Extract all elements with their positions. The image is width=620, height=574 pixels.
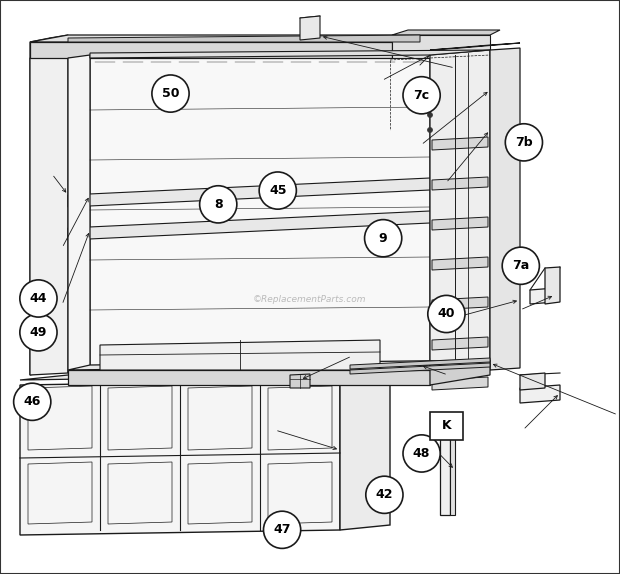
Polygon shape bbox=[68, 211, 430, 240]
Polygon shape bbox=[20, 380, 340, 535]
Circle shape bbox=[428, 113, 433, 118]
Polygon shape bbox=[50, 35, 68, 370]
Polygon shape bbox=[490, 48, 520, 370]
Polygon shape bbox=[430, 43, 520, 50]
Polygon shape bbox=[432, 297, 488, 310]
Circle shape bbox=[152, 75, 189, 112]
Circle shape bbox=[428, 127, 433, 133]
Text: 47: 47 bbox=[273, 523, 291, 536]
Polygon shape bbox=[440, 430, 450, 515]
Polygon shape bbox=[100, 340, 380, 370]
Polygon shape bbox=[432, 137, 488, 150]
Text: 9: 9 bbox=[379, 232, 388, 245]
Circle shape bbox=[366, 476, 403, 513]
Polygon shape bbox=[530, 288, 555, 304]
Polygon shape bbox=[68, 370, 430, 385]
Text: ©ReplacementParts.com: ©ReplacementParts.com bbox=[253, 296, 367, 304]
Circle shape bbox=[264, 511, 301, 548]
Circle shape bbox=[428, 98, 433, 103]
Circle shape bbox=[365, 220, 402, 257]
Polygon shape bbox=[392, 35, 490, 58]
Text: 8: 8 bbox=[214, 198, 223, 211]
Polygon shape bbox=[350, 358, 490, 369]
Text: 7b: 7b bbox=[515, 136, 533, 149]
Circle shape bbox=[14, 383, 51, 420]
Circle shape bbox=[505, 124, 542, 161]
Text: 7a: 7a bbox=[512, 259, 529, 272]
Polygon shape bbox=[432, 257, 488, 270]
Circle shape bbox=[403, 77, 440, 114]
Polygon shape bbox=[68, 360, 490, 370]
Text: 42: 42 bbox=[376, 488, 393, 501]
Polygon shape bbox=[68, 35, 420, 42]
Polygon shape bbox=[340, 375, 390, 530]
Circle shape bbox=[428, 83, 433, 87]
Polygon shape bbox=[30, 42, 392, 58]
Polygon shape bbox=[432, 337, 488, 350]
Polygon shape bbox=[432, 377, 488, 390]
Polygon shape bbox=[350, 363, 490, 374]
Polygon shape bbox=[290, 374, 310, 388]
Polygon shape bbox=[20, 370, 390, 380]
Circle shape bbox=[403, 435, 440, 472]
Polygon shape bbox=[68, 178, 430, 207]
Polygon shape bbox=[90, 55, 430, 373]
Polygon shape bbox=[520, 385, 560, 403]
Polygon shape bbox=[90, 50, 490, 58]
Polygon shape bbox=[30, 38, 50, 375]
Circle shape bbox=[20, 280, 57, 317]
Polygon shape bbox=[450, 430, 455, 515]
Polygon shape bbox=[392, 30, 500, 35]
Text: 50: 50 bbox=[162, 87, 179, 100]
Text: 45: 45 bbox=[269, 184, 286, 197]
Text: 44: 44 bbox=[30, 292, 47, 305]
Text: 46: 46 bbox=[24, 395, 41, 408]
Polygon shape bbox=[30, 58, 68, 375]
Circle shape bbox=[20, 314, 57, 351]
Text: 7c: 7c bbox=[414, 89, 430, 102]
Polygon shape bbox=[432, 217, 488, 230]
Circle shape bbox=[200, 186, 237, 223]
Text: 49: 49 bbox=[30, 326, 47, 339]
Polygon shape bbox=[430, 360, 490, 385]
Text: 40: 40 bbox=[438, 308, 455, 320]
Polygon shape bbox=[430, 50, 490, 375]
Polygon shape bbox=[545, 267, 560, 304]
Text: K: K bbox=[441, 420, 451, 432]
Text: 48: 48 bbox=[413, 447, 430, 460]
Polygon shape bbox=[30, 35, 430, 42]
Polygon shape bbox=[68, 55, 90, 373]
FancyBboxPatch shape bbox=[430, 412, 463, 440]
Polygon shape bbox=[432, 177, 488, 190]
Circle shape bbox=[259, 172, 296, 209]
Circle shape bbox=[502, 247, 539, 284]
Polygon shape bbox=[520, 373, 545, 390]
Polygon shape bbox=[300, 16, 320, 40]
Circle shape bbox=[428, 296, 465, 332]
